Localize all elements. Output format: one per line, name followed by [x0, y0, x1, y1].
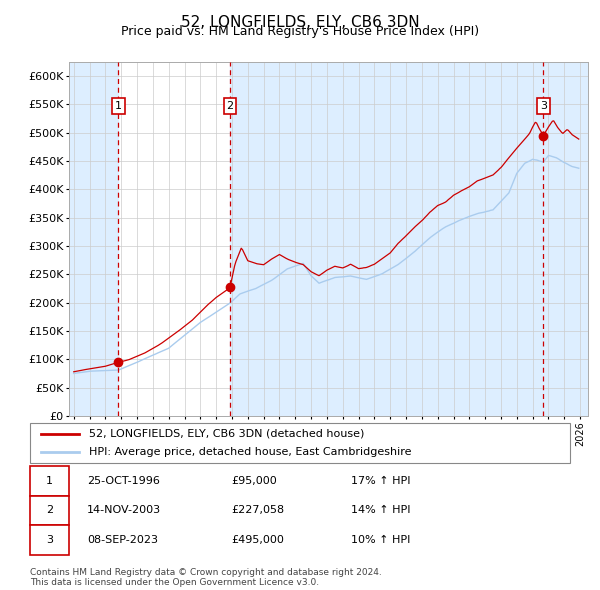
- Text: 10% ↑ HPI: 10% ↑ HPI: [351, 535, 410, 545]
- Text: 52, LONGFIELDS, ELY, CB6 3DN: 52, LONGFIELDS, ELY, CB6 3DN: [181, 15, 419, 30]
- Bar: [69, 62, 118, 416]
- Text: 2: 2: [226, 101, 233, 111]
- Text: Price paid vs. HM Land Registry's House Price Index (HPI): Price paid vs. HM Land Registry's House …: [121, 25, 479, 38]
- Text: £227,058: £227,058: [231, 506, 284, 515]
- Text: HPI: Average price, detached house, East Cambridgeshire: HPI: Average price, detached house, East…: [89, 447, 412, 457]
- Text: 25-OCT-1996: 25-OCT-1996: [87, 476, 160, 486]
- Bar: [544, 62, 588, 416]
- Text: 08-SEP-2023: 08-SEP-2023: [87, 535, 158, 545]
- Text: 3: 3: [46, 535, 53, 545]
- Text: 1: 1: [115, 101, 122, 111]
- Text: 14-NOV-2003: 14-NOV-2003: [87, 506, 161, 515]
- Text: £95,000: £95,000: [231, 476, 277, 486]
- Text: 3: 3: [540, 101, 547, 111]
- Text: 52, LONGFIELDS, ELY, CB6 3DN (detached house): 52, LONGFIELDS, ELY, CB6 3DN (detached h…: [89, 429, 365, 439]
- Text: 14% ↑ HPI: 14% ↑ HPI: [351, 506, 410, 515]
- Text: 2: 2: [46, 506, 53, 515]
- Text: Contains HM Land Registry data © Crown copyright and database right 2024.
This d: Contains HM Land Registry data © Crown c…: [30, 568, 382, 587]
- Bar: [230, 62, 544, 416]
- Text: £495,000: £495,000: [231, 535, 284, 545]
- Text: 1: 1: [46, 476, 53, 486]
- Text: 17% ↑ HPI: 17% ↑ HPI: [351, 476, 410, 486]
